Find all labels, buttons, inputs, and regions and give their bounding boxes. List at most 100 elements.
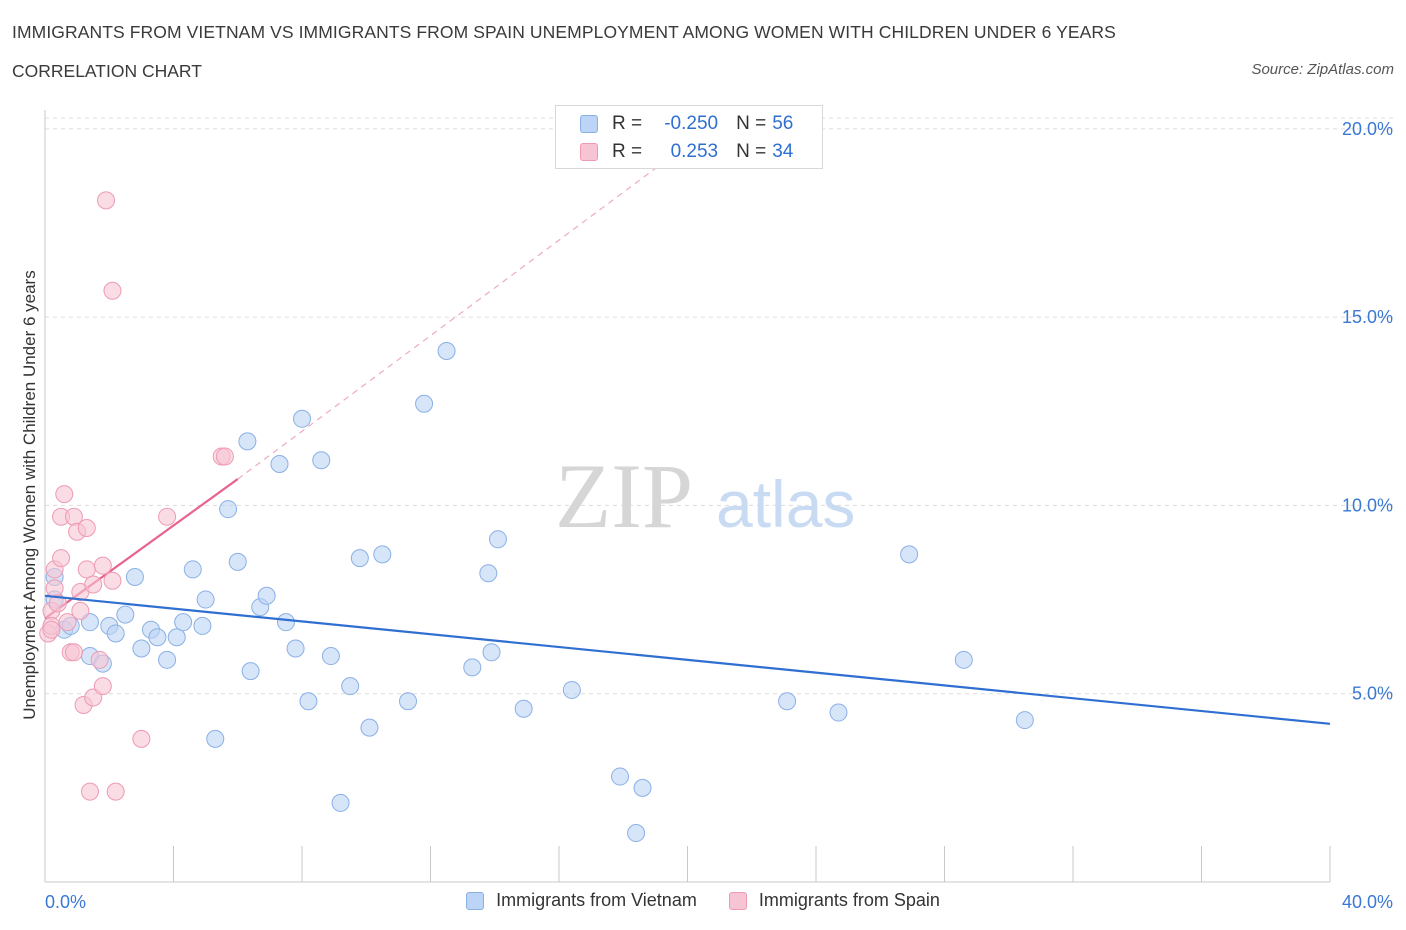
points-spain — [39, 191, 234, 801]
vietnam-point — [488, 530, 507, 549]
x-tick-label-max: 40.0% — [1342, 892, 1393, 912]
n-value: 34 — [772, 141, 794, 162]
r-value: 0.253 — [670, 141, 719, 162]
grid-lines — [45, 117, 1393, 695]
vietnam-point — [219, 500, 238, 519]
vietnam-point — [257, 586, 276, 605]
spain-swatch — [580, 143, 598, 161]
vietnam-point — [241, 662, 260, 681]
r-label: R = — [612, 113, 643, 134]
vietnam-point — [900, 545, 919, 564]
vietnam-point — [350, 549, 369, 568]
vietnam-point — [399, 692, 418, 711]
vietnam-point — [514, 699, 533, 718]
vietnam-point — [479, 564, 498, 583]
vietnam-point — [174, 613, 193, 632]
vietnam-point — [829, 703, 848, 722]
spain-legend-swatch — [728, 891, 747, 910]
vietnam-point — [167, 628, 186, 647]
vietnam-point — [611, 767, 630, 786]
watermark-atlas: atlas — [716, 467, 855, 541]
r-label: R = — [612, 141, 643, 162]
vietnam-swatch — [580, 115, 598, 133]
n-value: 56 — [772, 113, 794, 134]
spain-point — [48, 594, 67, 613]
vietnam-point — [562, 680, 581, 699]
vietnam-point — [293, 409, 311, 428]
vietnam-point — [158, 650, 177, 669]
series-legend: Immigrants from Vietnam Immigrants from … — [0, 890, 1406, 911]
vietnam-point — [196, 590, 215, 609]
spain-point — [77, 519, 96, 538]
vietnam-point — [148, 628, 167, 647]
vietnam-point — [627, 824, 646, 843]
vietnam-point — [415, 394, 434, 413]
y-tick-label: 20.0% — [1342, 119, 1393, 139]
spain-point — [132, 729, 151, 748]
spain-legend-label: Immigrants from Spain — [758, 890, 940, 910]
r-value: -0.250 — [664, 113, 719, 134]
points-vietnam — [45, 342, 1034, 843]
vietnam-point — [193, 616, 212, 635]
legend-row-vietnam: R = -0.250 N = 56 — [580, 112, 793, 136]
y-tick-label: 15.0% — [1342, 307, 1393, 327]
spain-point — [64, 643, 83, 662]
vietnam-point — [463, 658, 482, 677]
chart-subtitle: CORRELATION CHART — [12, 61, 202, 81]
vietnam-point — [954, 650, 973, 669]
legend-row-spain: R = 0.253 N = 34 — [580, 140, 793, 164]
chart-title: IMMIGRANTS FROM VIETNAM VS IMMIGRANTS FR… — [12, 22, 1116, 42]
spain-point — [55, 485, 74, 504]
vietnam-point — [183, 560, 202, 579]
spain-point — [106, 782, 125, 801]
spain-point — [52, 549, 71, 568]
vietnam-point — [238, 432, 257, 451]
spain-point — [97, 191, 116, 210]
y-tick-label: 10.0% — [1342, 495, 1393, 515]
vietnam-point — [206, 729, 225, 748]
spain-trend-extension — [237, 132, 704, 480]
vietnam-point — [286, 639, 305, 658]
spain-point — [45, 579, 64, 598]
vietnam-legend-swatch — [466, 891, 485, 910]
y-tick-labels: 5.0% 10.0% 15.0% 20.0% — [1342, 119, 1393, 704]
spain-point — [90, 650, 109, 669]
spain-point — [77, 560, 96, 579]
vietnam-point — [321, 647, 340, 666]
spain-point — [84, 575, 103, 594]
vietnam-point — [1015, 711, 1034, 730]
vietnam-point — [437, 342, 456, 361]
vietnam-point — [116, 605, 135, 624]
spain-point — [158, 507, 177, 526]
spain-point — [58, 613, 77, 632]
vietnam-point — [373, 545, 392, 564]
vietnam-point — [482, 643, 501, 662]
vietnam-point — [312, 451, 331, 470]
spain-point — [103, 281, 122, 300]
legend-item-vietnam[interactable]: Immigrants from Vietnam — [466, 890, 697, 911]
n-label: N = — [736, 113, 767, 134]
x-ticks — [44, 846, 1331, 882]
source-credit: Source: ZipAtlas.com — [1251, 61, 1394, 78]
n-label: N = — [736, 141, 767, 162]
vietnam-point — [633, 778, 652, 797]
vietnam-point — [360, 718, 379, 737]
vietnam-point — [299, 692, 318, 711]
y-tick-label: 5.0% — [1352, 684, 1393, 704]
trend-vietnam — [44, 594, 1331, 725]
legend-item-spain[interactable]: Immigrants from Spain — [728, 890, 940, 911]
spain-point — [103, 571, 122, 590]
vietnam-point — [276, 613, 295, 632]
spain-point — [215, 447, 234, 466]
vietnam-point — [331, 793, 350, 812]
spain-point — [80, 782, 99, 801]
vietnam-point — [778, 692, 797, 711]
correlation-legend: R = -0.250 N = 56 R = 0.253 N = 34 — [555, 105, 823, 169]
vietnam-trend-line — [44, 594, 1331, 725]
watermark: ZIP atlas — [555, 445, 855, 547]
spain-point — [93, 556, 112, 575]
x-tick-label-min: 0.0% — [45, 892, 86, 912]
spain-point — [93, 677, 112, 696]
spain-point — [42, 620, 61, 639]
